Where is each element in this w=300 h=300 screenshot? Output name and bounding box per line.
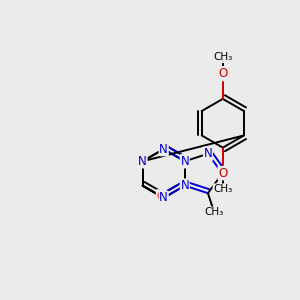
Text: O: O (157, 190, 166, 203)
Text: CH₃: CH₃ (213, 184, 232, 194)
Text: N: N (180, 155, 189, 168)
Text: N: N (159, 191, 168, 204)
Text: N: N (159, 142, 168, 156)
Text: CH₃: CH₃ (205, 207, 224, 217)
Text: N: N (204, 147, 212, 160)
Text: O: O (218, 167, 227, 180)
Text: O: O (218, 67, 227, 80)
Text: N: N (180, 179, 189, 192)
Text: CH₃: CH₃ (213, 52, 232, 62)
Text: N: N (138, 155, 147, 168)
